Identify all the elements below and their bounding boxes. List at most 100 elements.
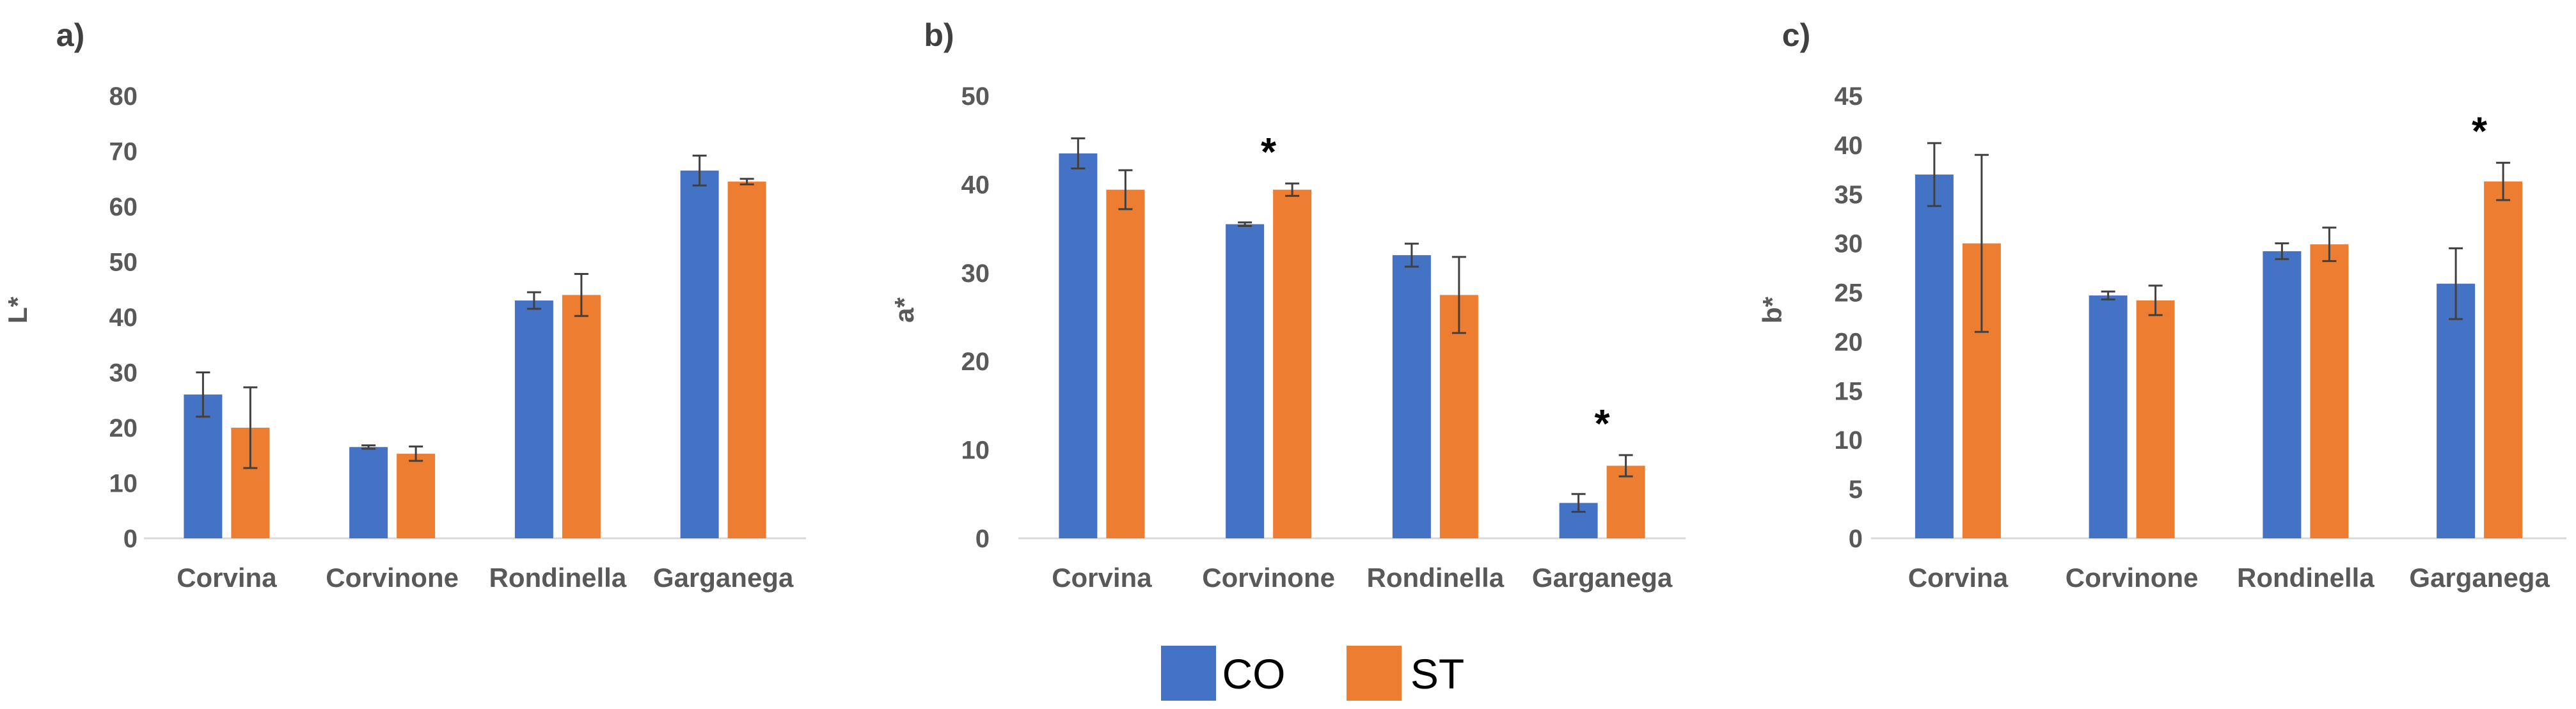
legend-item-st: ST (1347, 646, 1464, 701)
category-label: Corvinone (326, 563, 459, 593)
bar-st (397, 453, 436, 538)
y-tick-label: 20 (109, 414, 138, 442)
chart-panel-2: b) a* 0 10 20 30 40 50 Corvina Corvinone * Rondinel… (889, 17, 1686, 593)
bar-co (349, 447, 388, 538)
bar-co (1915, 175, 1954, 538)
y-tick-label: 25 (1835, 279, 1863, 308)
error-bar (1404, 242, 1419, 268)
y-tick-label: 20 (961, 348, 990, 376)
category-label: Corvina (1908, 563, 2009, 593)
bar-st (727, 182, 766, 538)
y-tick-label: 30 (1835, 230, 1863, 258)
y-tick-label: 35 (1835, 181, 1863, 209)
error-bar (692, 154, 707, 187)
error-bar (1974, 153, 1989, 333)
bar-co (2089, 295, 2128, 538)
error-bar (526, 291, 541, 310)
y-tick-label: 40 (1835, 132, 1863, 160)
error-bar (2322, 226, 2337, 262)
panel-label: a) (56, 17, 84, 53)
error-bar (243, 386, 258, 469)
y-tick-label: 20 (1835, 328, 1863, 356)
y-tick-label: 40 (961, 171, 990, 199)
y-tick-label: 70 (109, 138, 138, 166)
error-bar (361, 444, 376, 450)
significance-marker: * (1595, 402, 1611, 446)
error-bar (2496, 162, 2511, 201)
error-bar (1618, 454, 1633, 478)
y-tick-label: 30 (109, 359, 138, 387)
panel-label: c) (1782, 17, 1810, 53)
y-tick-label: 10 (961, 437, 990, 465)
y-tick-label: 60 (109, 193, 138, 221)
y-tick-label: 15 (1835, 377, 1863, 405)
category-label: Garganega (1532, 563, 1673, 593)
bar-co (2263, 251, 2302, 538)
error-bar (1571, 493, 1586, 513)
error-bar (1451, 256, 1466, 334)
y-tick-label: 50 (961, 82, 990, 111)
y-axis-title: a* (889, 297, 919, 322)
bar-co (514, 300, 553, 538)
y-tick-label: 10 (1835, 426, 1863, 455)
bar-st (562, 295, 601, 538)
bar-co (1392, 255, 1431, 538)
error-bar (1238, 221, 1252, 227)
bar-st (1606, 465, 1645, 538)
legend-swatch (1161, 646, 1216, 701)
panel-label: b) (924, 17, 954, 53)
y-tick-label: 45 (1835, 82, 1863, 111)
category-label: Rondinella (489, 563, 627, 593)
error-bar (1927, 142, 1941, 207)
y-tick-label: 50 (109, 249, 138, 277)
bar-co (184, 394, 223, 538)
significance-marker: * (2472, 110, 2488, 154)
y-tick-label: 0 (1849, 525, 1863, 553)
category-label: Garganega (2409, 563, 2550, 593)
error-bar (1071, 137, 1086, 169)
category-label: Rondinella (2237, 563, 2375, 593)
y-axis-title: L* (3, 296, 33, 323)
bar-co (680, 170, 719, 538)
chart-panel-3: c) b* 0 5 10 15 20 25 30 35 40 45 Corvina Corvinone Ro… (1757, 17, 2566, 593)
y-axis-title: b* (1757, 296, 1787, 323)
y-tick-label: 30 (961, 260, 990, 288)
significance-marker: * (1261, 130, 1277, 175)
bar-st (1273, 189, 1312, 539)
y-tick-label: 80 (109, 82, 138, 111)
bar-st (1106, 189, 1145, 539)
error-bar (2275, 242, 2289, 260)
category-label: Corvinone (2066, 563, 2199, 593)
y-tick-label: 0 (123, 525, 138, 553)
error-bar (739, 178, 754, 185)
error-bar (1285, 182, 1300, 197)
bar-st (2484, 181, 2523, 539)
legend-swatch (1347, 646, 1402, 701)
legend-item-co: CO (1161, 646, 1286, 701)
category-label: Corvina (177, 563, 277, 593)
bar-st (1439, 295, 1478, 538)
bar-st (2310, 244, 2349, 538)
category-label: Corvinone (1202, 563, 1335, 593)
error-bar (1118, 169, 1133, 210)
error-bar (574, 273, 589, 317)
y-tick-label: 10 (109, 470, 138, 498)
error-bar (2148, 284, 2163, 316)
legend-label: ST (1410, 650, 1464, 697)
legend-label: CO (1222, 650, 1286, 697)
y-tick-label: 5 (1849, 476, 1863, 504)
error-bar (196, 371, 210, 418)
bar-co (1059, 153, 1098, 538)
error-bar (2101, 290, 2115, 300)
y-tick-label: 0 (976, 525, 990, 553)
bar-st (2136, 300, 2175, 538)
chart-panel-1: a) L* 0 10 20 30 40 50 60 70 80 Corvina Corvinone Ron… (3, 17, 806, 593)
error-bar (409, 445, 423, 462)
y-tick-label: 40 (109, 304, 138, 332)
category-label: Rondinella (1367, 563, 1505, 593)
legend: CO ST (1161, 646, 1464, 701)
category-label: Corvina (1052, 563, 1152, 593)
category-label: Garganega (653, 563, 794, 593)
